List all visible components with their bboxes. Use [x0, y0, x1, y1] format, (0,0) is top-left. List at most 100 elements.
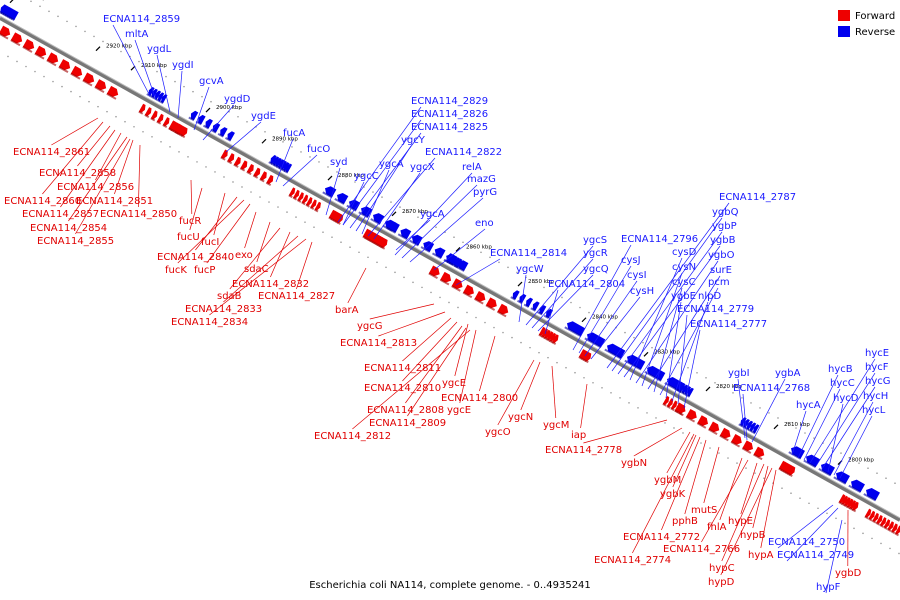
track-dot: [583, 376, 585, 379]
track-dot: [885, 477, 887, 479]
track-dot: [682, 432, 684, 434]
forward-gene-label: ECNA114_2857: [22, 209, 99, 220]
reverse-gene: [747, 422, 757, 433]
reverse-gene: [604, 343, 626, 360]
legend-forward-swatch: [838, 10, 850, 21]
track-dot: [565, 366, 567, 369]
track-dot: [817, 507, 819, 510]
reverse-gene: [751, 424, 760, 435]
reverse-gene: [564, 321, 586, 338]
track-dot: [358, 251, 360, 254]
reverse-gene-label: fucO: [307, 144, 330, 155]
track-dot: [763, 477, 765, 479]
track-dot: [588, 311, 590, 314]
reverse-gene-label: mazG: [467, 174, 496, 185]
label-leader: [402, 317, 452, 362]
label-leader: [791, 410, 807, 456]
reverse-gene-label: ECNA114_2859: [103, 14, 180, 25]
forward-gene-label: ECNA114_2834: [171, 317, 248, 328]
track-dot: [412, 281, 414, 284]
track-dot: [372, 191, 374, 193]
forward-gene: [428, 265, 440, 280]
forward-gene: [288, 187, 296, 199]
forward-gene-label: ygbN: [621, 458, 647, 469]
label-leader: [797, 374, 839, 459]
tick-mark: [205, 107, 211, 113]
track-dot: [246, 120, 248, 123]
track-dot: [561, 296, 563, 299]
track-dot: [394, 271, 396, 274]
forward-gene-label: mutS: [691, 505, 717, 516]
reverse-gene: [523, 297, 534, 308]
forward-gene-label: ygcO: [485, 427, 511, 438]
track-dot: [349, 246, 351, 249]
track-dot: [345, 176, 347, 178]
tick-label: 2830 kbp: [654, 349, 680, 355]
forward-gene: [46, 52, 59, 67]
forward-gene: [551, 334, 559, 345]
track-dot: [354, 181, 356, 183]
track-dot: [115, 115, 117, 118]
forward-gene-label: ECNA114_2778: [545, 445, 622, 456]
track-dot: [507, 266, 509, 269]
label-leader: [112, 24, 151, 97]
tick-label: 2860 kbp: [466, 244, 492, 250]
track-dot: [781, 487, 783, 489]
genome-backbone: [0, 15, 900, 522]
track-dot: [750, 402, 752, 404]
reverse-gene: [210, 123, 221, 134]
reverse-gene: [510, 290, 520, 301]
track-dot: [381, 196, 383, 198]
forward-gene: [82, 72, 95, 87]
track-dot: [93, 35, 95, 38]
track-dot: [16, 60, 18, 63]
label-leader: [405, 325, 463, 404]
track-dot: [516, 271, 518, 274]
forward-gene-label: hypA: [748, 550, 774, 561]
forward-gene-label: sdaB: [217, 291, 242, 302]
reverse-gene-label: ECNA114_2829: [411, 96, 488, 107]
reverse-gene-label: ECNA114_2749: [777, 550, 854, 561]
track-dot: [813, 437, 815, 439]
label-leader: [720, 467, 773, 576]
tick-mark: [643, 351, 649, 357]
track-dot: [390, 201, 392, 203]
track-dot: [696, 371, 698, 374]
reverse-gene: [803, 454, 820, 468]
label-leader: [367, 157, 436, 237]
track-dot: [70, 90, 72, 93]
forward-gene: [226, 153, 235, 165]
label-leader: [256, 221, 271, 263]
label-leader: [737, 378, 746, 439]
reverse-gene: [818, 462, 835, 477]
track-dot: [61, 85, 63, 88]
label-leader: [455, 258, 501, 286]
label-leader: [583, 419, 668, 444]
label-leader: [114, 139, 134, 195]
label-leader: [803, 388, 841, 461]
reverse-gene: [10, 11, 19, 22]
label-leader: [661, 436, 701, 531]
label-leader: [833, 401, 874, 476]
label-leader: [703, 446, 720, 504]
track-dot: [34, 70, 36, 73]
forward-gene-label: ECNA114_2855: [37, 236, 114, 247]
label-leader: [760, 469, 777, 549]
track-dot: [466, 311, 468, 314]
track-dot: [669, 356, 671, 359]
label-leader: [209, 238, 307, 316]
reverse-gene-label: eno: [475, 218, 494, 229]
reverse-gene-label: cysI: [627, 270, 647, 281]
track-dot: [417, 216, 419, 218]
tick-mark: [327, 175, 333, 181]
reverse-gene-label: ygcC: [354, 171, 379, 182]
track-dot: [831, 447, 833, 449]
tick-mark: [9, 0, 14, 4]
track-dot: [430, 291, 432, 294]
track-dot: [97, 105, 99, 108]
forward-gene: [871, 512, 879, 524]
track-dot: [250, 191, 252, 193]
label-leader: [684, 439, 707, 515]
forward-gene: [144, 107, 152, 118]
track-dot: [790, 492, 792, 495]
